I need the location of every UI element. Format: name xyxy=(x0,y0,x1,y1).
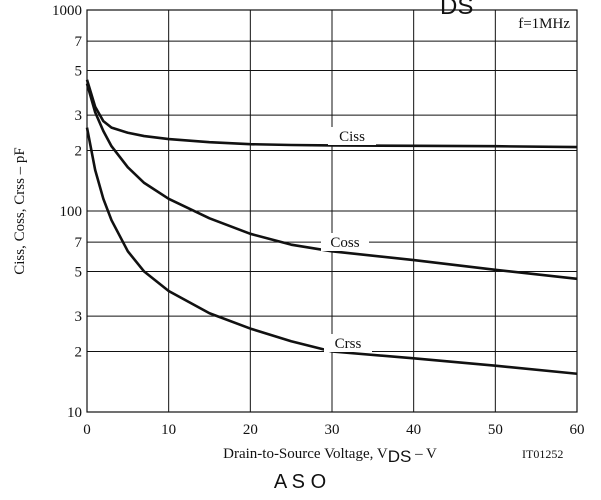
x-label-part: Drain-to-Source Voltage, V xyxy=(223,446,388,462)
x-tick-label: 30 xyxy=(325,422,340,438)
series-line xyxy=(85,83,578,281)
x-tick-label: 0 xyxy=(83,422,91,438)
y-tick-label: 10 xyxy=(67,405,82,421)
y-tick-label: 5 xyxy=(75,265,83,281)
x-tick-label: 40 xyxy=(406,422,421,438)
x-tick-label: 50 xyxy=(488,422,503,438)
y-tick-label: 3 xyxy=(75,108,83,124)
x-label-sub: DS xyxy=(388,447,412,466)
y-tick-label: 100 xyxy=(60,204,83,220)
annotation: f=1MHz xyxy=(518,16,570,32)
label-bg xyxy=(321,233,369,251)
x-tick-label: 10 xyxy=(161,422,176,438)
series-label: Coss xyxy=(330,235,359,251)
x-axis-label: Drain-to-Source Voltage, VDS – V xyxy=(223,446,437,466)
next-title: A S O xyxy=(274,471,326,493)
series-line xyxy=(85,127,578,376)
y-axis-label: Ciss, Coss, Crss – pF xyxy=(12,147,28,275)
series-line xyxy=(85,79,578,149)
marks: Ciss Coss Crss xyxy=(85,79,578,376)
x-tick-label: 20 xyxy=(243,422,258,438)
label-bg xyxy=(328,127,376,145)
label-bg xyxy=(324,334,372,352)
y-tick-label: 1000 xyxy=(52,3,82,19)
figure-code: IT01252 xyxy=(522,447,563,461)
y-tick-label: 3 xyxy=(75,309,83,325)
series-label: Ciss xyxy=(339,129,365,145)
x-label-part: – V xyxy=(411,446,437,462)
y-tick-label: 2 xyxy=(75,143,83,159)
series-label: Crss xyxy=(335,336,362,352)
x-tick-label: 60 xyxy=(570,422,585,438)
y-tick-label: 7 xyxy=(75,34,83,50)
y-tick-label: 7 xyxy=(75,235,83,251)
y-tick-label: 5 xyxy=(75,64,83,80)
y-tick-label: 2 xyxy=(75,344,83,360)
